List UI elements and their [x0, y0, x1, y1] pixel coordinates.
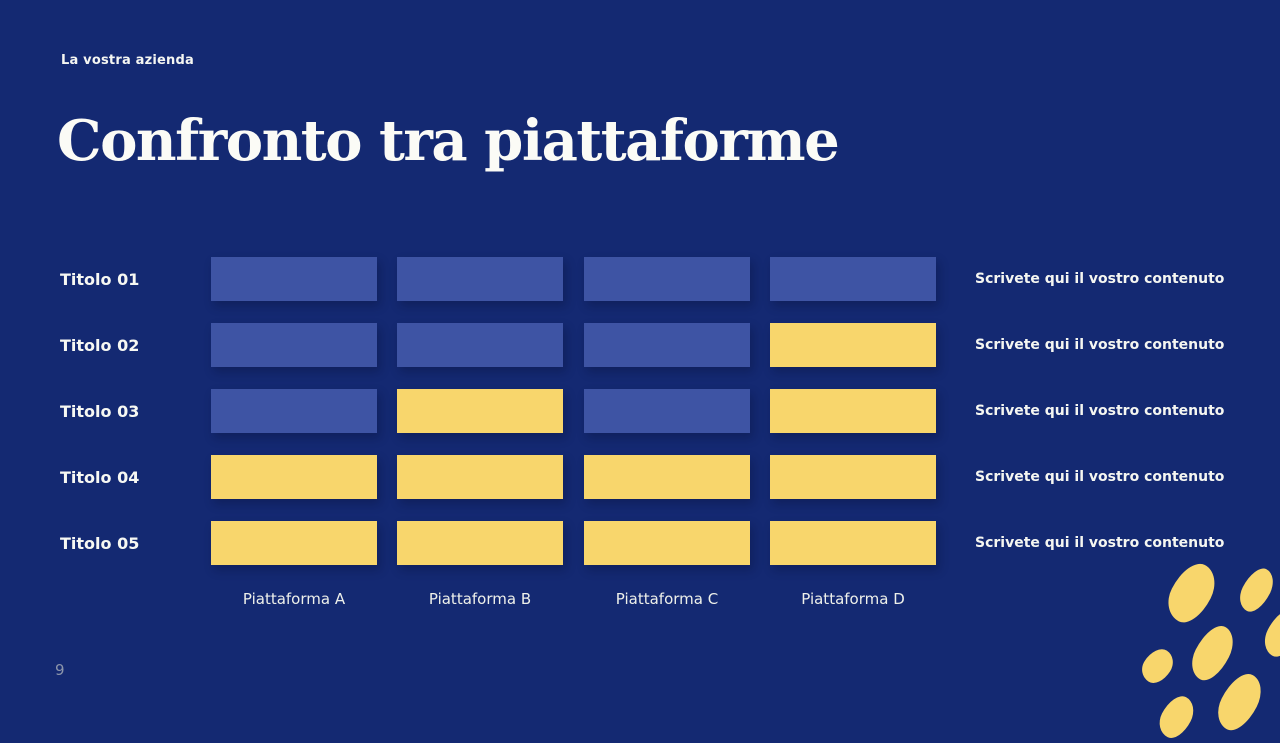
matrix-cell	[211, 257, 377, 301]
row-label: Titolo 04	[60, 467, 140, 487]
matrix-cell	[397, 389, 563, 433]
matrix-cell	[397, 257, 563, 301]
slide: { "slide": { "eyebrow": "La vostra azien…	[0, 53, 1280, 743]
table-row: Titolo 05 Scrivete qui il vostro contenu…	[0, 521, 1280, 565]
matrix-cell	[770, 323, 936, 367]
column-label-piattaforma-a: Piattaforma A	[242, 590, 346, 608]
matrix-cell	[211, 455, 377, 499]
matrix-cell	[584, 257, 750, 301]
row-label: Titolo 01	[60, 269, 140, 289]
matrix-cell	[584, 455, 750, 499]
matrix-cell	[584, 389, 750, 433]
matrix-cell	[770, 257, 936, 301]
row-note: Scrivete qui il vostro contenuto	[975, 535, 1225, 551]
column-label-piattaforma-b: Piattaforma B	[428, 590, 532, 608]
comparison-table: Titolo 01 Scrivete qui il vostro contenu…	[0, 257, 1280, 608]
table-row: Titolo 01 Scrivete qui il vostro contenu…	[0, 257, 1280, 301]
matrix-cell	[397, 521, 563, 565]
company-label: La vostra azienda	[61, 53, 194, 68]
row-note: Scrivete qui il vostro contenuto	[975, 469, 1225, 485]
table-row: Titolo 02 Scrivete qui il vostro contenu…	[0, 323, 1280, 367]
row-label: Titolo 02	[60, 335, 140, 355]
matrix-cell	[211, 323, 377, 367]
matrix-cell	[397, 455, 563, 499]
matrix-cell	[770, 455, 936, 499]
matrix-cell	[770, 389, 936, 433]
matrix-cell	[211, 389, 377, 433]
row-note: Scrivete qui il vostro contenuto	[975, 403, 1225, 419]
row-note: Scrivete qui il vostro contenuto	[975, 271, 1225, 287]
matrix-cell	[770, 521, 936, 565]
table-row: Titolo 03 Scrivete qui il vostro contenu…	[0, 389, 1280, 433]
page-number: 9	[55, 661, 65, 679]
matrix-cell	[211, 521, 377, 565]
column-label-piattaforma-c: Piattaforma C	[615, 590, 719, 608]
row-note: Scrivete qui il vostro contenuto	[975, 337, 1225, 353]
row-label: Titolo 03	[60, 401, 140, 421]
matrix-cell	[584, 521, 750, 565]
table-row: Titolo 04 Scrivete qui il vostro contenu…	[0, 455, 1280, 499]
column-label-piattaforma-d: Piattaforma D	[801, 590, 905, 608]
matrix-cell	[397, 323, 563, 367]
matrix-cell	[584, 323, 750, 367]
page-title: Confronto tra piattaforme	[57, 108, 840, 174]
row-label: Titolo 05	[60, 533, 140, 553]
